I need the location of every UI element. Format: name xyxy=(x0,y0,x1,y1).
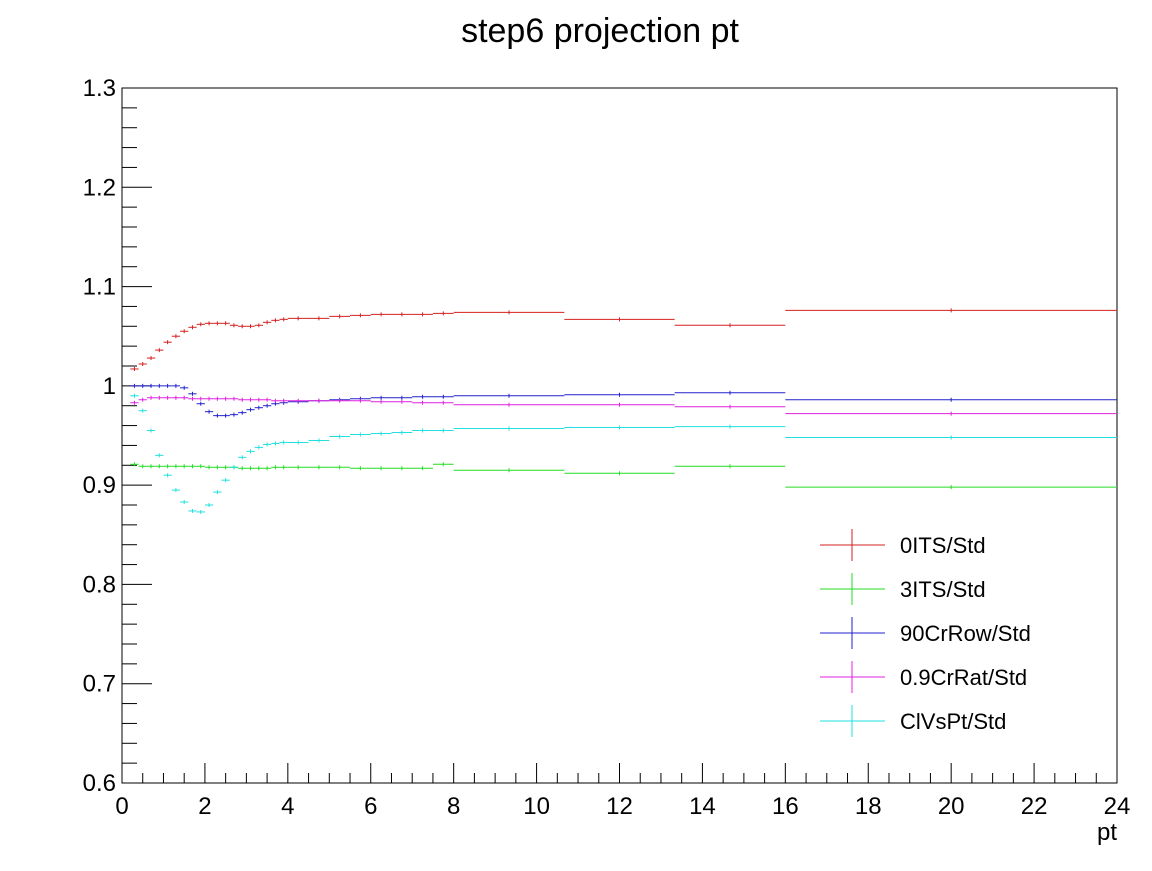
legend-label: 0ITS/Std xyxy=(900,533,986,558)
x-tick-label: 0 xyxy=(115,793,128,820)
x-tick-label: 16 xyxy=(772,793,799,820)
y-tick-label: 1.2 xyxy=(83,174,116,201)
y-tick-label: 0.7 xyxy=(83,671,116,698)
x-tick-label: 8 xyxy=(447,793,460,820)
y-tick-label: 1.1 xyxy=(83,274,116,301)
legend-label: 0.9CrRat/Std xyxy=(900,665,1027,690)
x-tick-label: 14 xyxy=(689,793,716,820)
legend-label: 3ITS/Std xyxy=(900,577,986,602)
x-axis-label: pt xyxy=(1097,819,1117,846)
chart-title: step6 projection pt xyxy=(461,12,739,50)
y-tick-label: 1 xyxy=(103,373,116,400)
x-tick-label: 18 xyxy=(855,793,882,820)
x-tick-label: 10 xyxy=(523,793,550,820)
x-tick-label: 24 xyxy=(1104,793,1131,820)
x-tick-label: 12 xyxy=(606,793,633,820)
legend-label: 90CrRow/Std xyxy=(900,621,1031,646)
y-tick-label: 0.8 xyxy=(83,571,116,598)
y-tick-label: 0.6 xyxy=(83,770,116,797)
legend-label: ClVsPt/Std xyxy=(900,709,1006,734)
x-tick-label: 2 xyxy=(198,793,211,820)
x-tick-label: 4 xyxy=(281,793,294,820)
x-tick-label: 20 xyxy=(938,793,965,820)
y-tick-label: 0.9 xyxy=(83,472,116,499)
x-tick-label: 22 xyxy=(1021,793,1048,820)
x-tick-label: 6 xyxy=(364,793,377,820)
y-tick-label: 1.3 xyxy=(83,75,116,102)
